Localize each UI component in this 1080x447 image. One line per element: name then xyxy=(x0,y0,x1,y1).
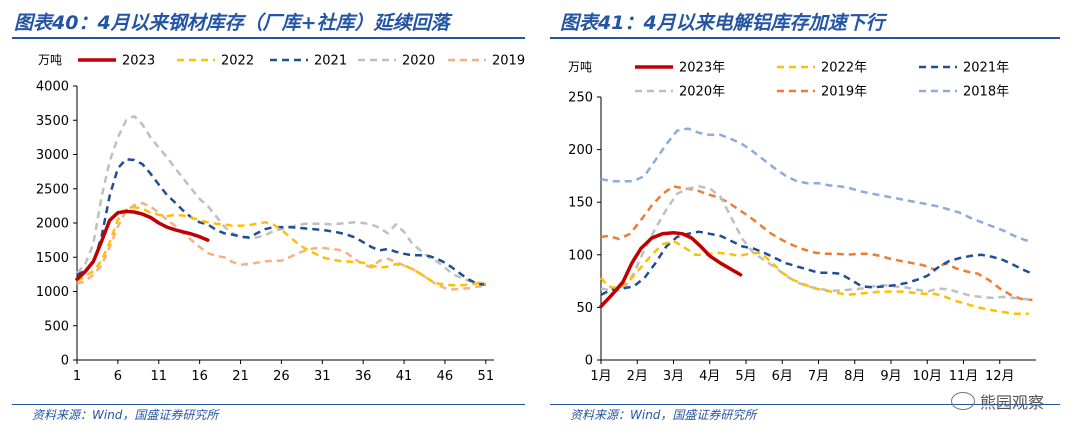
left-x-tick-label: 46 xyxy=(437,369,454,384)
left-y-tick-label: 2500 xyxy=(36,182,69,197)
right-x-tick-label: 3月 xyxy=(663,369,684,384)
right-series-line-2020年 xyxy=(600,185,1033,302)
watermark: 熊园观察 xyxy=(950,389,1044,413)
left-x-tick-label: 6 xyxy=(114,369,122,384)
left-x-tick-label: 36 xyxy=(355,369,372,384)
left-x-tick-label: 11 xyxy=(150,369,167,384)
left-x-tick-label: 41 xyxy=(396,369,413,384)
left-y-tick-label: 4000 xyxy=(36,80,69,95)
right-legend-label: 2019年 xyxy=(821,85,867,100)
left-x-tick-label: 26 xyxy=(273,369,290,384)
left-title-rule xyxy=(12,37,525,39)
left-legend-label: 2020 xyxy=(402,54,435,69)
left-y-tick-label: 500 xyxy=(44,319,69,334)
left-series-line-2019 xyxy=(76,201,486,291)
right-x-tick-label: 4月 xyxy=(699,369,720,384)
left-unit-label: 万吨 xyxy=(38,53,62,67)
right-y-tick-label: 50 xyxy=(576,301,593,316)
watermark-text: 熊园观察 xyxy=(979,393,1044,412)
right-x-tick-label: 1月 xyxy=(590,369,611,384)
left-series-line-2020 xyxy=(76,114,486,285)
left-y-tick-label: 3500 xyxy=(36,114,69,129)
right-y-tick-label: 200 xyxy=(568,143,593,158)
left-legend-label: 2019 xyxy=(492,54,525,69)
right-x-tick-label: 6月 xyxy=(772,369,793,384)
right-legend-label: 2018年 xyxy=(963,85,1009,100)
right-x-tick-label: 10月 xyxy=(912,369,942,384)
right-x-tick-label: 9月 xyxy=(880,369,901,384)
left-chart-title: 图表40：4月以来钢材库存（厂库+社库）延续回落 xyxy=(14,12,450,34)
right-x-tick-label: 8月 xyxy=(844,369,865,384)
left-legend-label: 2022 xyxy=(221,54,254,69)
right-x-tick-label: 5月 xyxy=(735,369,756,384)
right-legend-label: 2023年 xyxy=(679,61,725,76)
left-y-tick-label: 0 xyxy=(61,354,69,369)
left-x-tick-label: 31 xyxy=(314,369,331,384)
right-y-tick-label: 150 xyxy=(568,196,593,211)
left-x-tick-label: 51 xyxy=(478,369,495,384)
wechat-icon xyxy=(950,392,975,410)
left-y-tick-label: 2000 xyxy=(36,217,69,232)
right-x-tick-label: 11月 xyxy=(949,369,979,384)
right-x-tick-label: 2月 xyxy=(627,369,648,384)
right-chart: 万吨 0 50 100 150 200 250 1月 2月 3月 4月 5月 6月 7月 8月 9月 10月 11… xyxy=(568,60,1036,384)
right-y-tick-label: 100 xyxy=(568,248,593,263)
right-legend-label: 2022年 xyxy=(821,61,867,76)
left-series-line-2022 xyxy=(76,205,486,287)
left-y-tick-label: 3000 xyxy=(36,148,69,163)
right-y-tick-label: 0 xyxy=(585,354,593,369)
right-legend-label: 2020年 xyxy=(679,85,725,100)
left-legend-label: 2023 xyxy=(122,54,155,69)
right-x-tick-label: 12月 xyxy=(985,369,1015,384)
left-y-tick-label: 1500 xyxy=(36,251,69,266)
left-source: 资料来源：Wind，国盛证券研究所 xyxy=(32,408,219,422)
right-series-line-2022年 xyxy=(600,239,1029,315)
left-x-tick-label: 21 xyxy=(232,369,249,384)
left-x-tick-label: 1 xyxy=(73,369,81,384)
right-series-line-2019年 xyxy=(600,185,1033,302)
right-series-line-2023年 xyxy=(599,230,743,309)
right-y-tick-label: 250 xyxy=(568,91,593,106)
left-x-tick-label: 16 xyxy=(191,369,208,384)
left-series-line-2021 xyxy=(76,158,486,286)
left-y-tick-label: 1000 xyxy=(36,285,69,300)
left-series-line-2023 xyxy=(75,209,210,281)
right-title-rule xyxy=(550,37,1060,39)
right-source: 资料来源：Wind，国盛证券研究所 xyxy=(570,408,757,422)
right-x-tick-label: 7月 xyxy=(808,369,829,384)
right-legend-label: 2021年 xyxy=(963,61,1009,76)
left-source-rule xyxy=(12,404,525,405)
right-series-line-2021年 xyxy=(600,230,1033,296)
left-legend-label: 2021 xyxy=(314,54,347,69)
right-chart-title: 图表41：4月以来电解铝库存加速下行 xyxy=(560,12,885,34)
right-unit-label: 万吨 xyxy=(568,60,592,74)
right-source-rule xyxy=(550,404,1060,405)
right-series-line-2018年 xyxy=(600,127,1033,243)
